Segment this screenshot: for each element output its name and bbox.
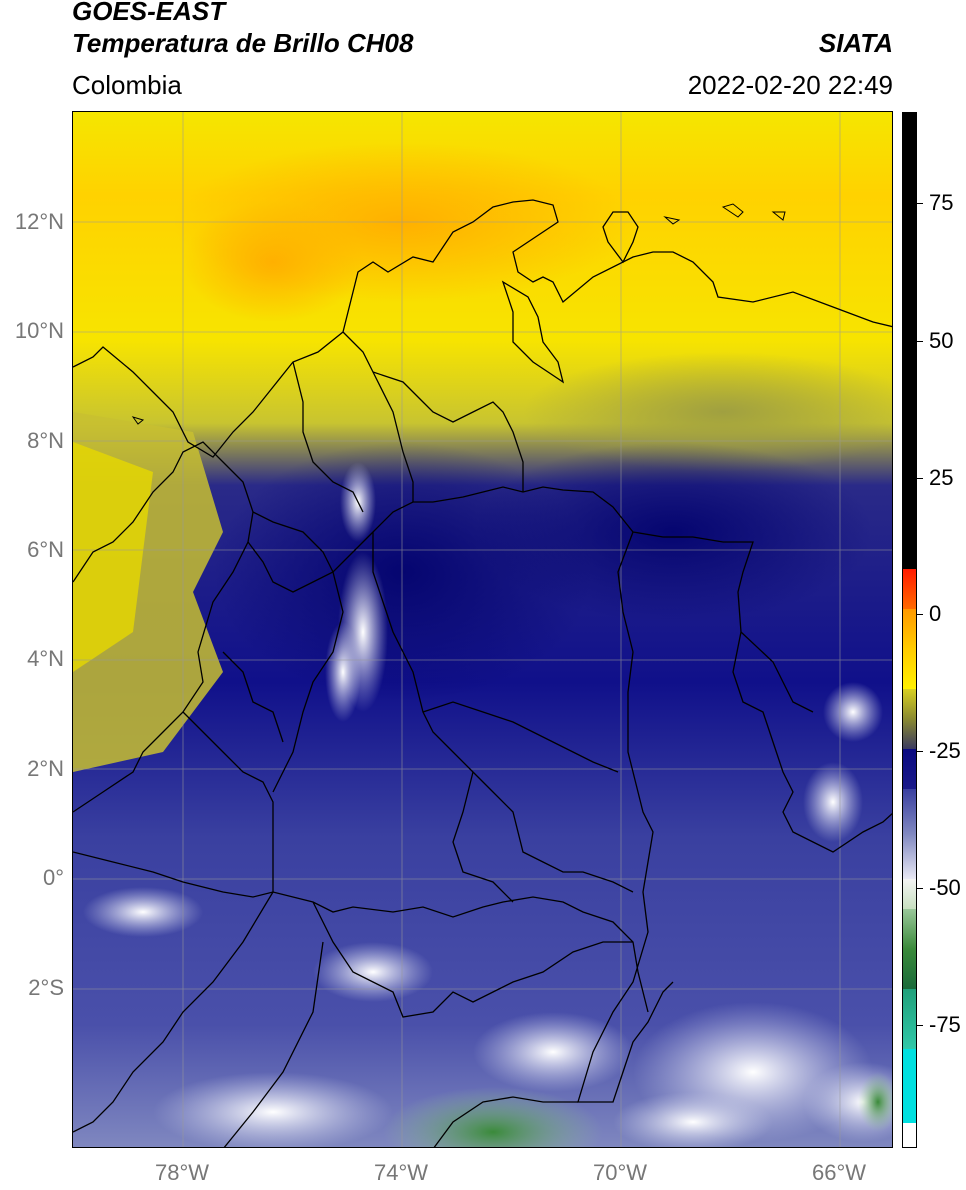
colorbar-segment-cyan xyxy=(903,1049,916,1123)
lat-label-10n: 10°N xyxy=(14,318,64,343)
colorbar-segment-olive xyxy=(903,689,916,749)
region-label: Colombia xyxy=(72,70,182,100)
colorbar-segment-teal xyxy=(903,989,916,1049)
colorbar-tick xyxy=(917,478,923,479)
colorbar-tick xyxy=(917,751,923,752)
lon-label-66w: 66°W xyxy=(811,1160,867,1185)
colorbar-label-75: 75 xyxy=(929,190,954,215)
colorbar-tick xyxy=(917,203,923,204)
lat-label-8n: 8°N xyxy=(27,428,64,453)
colorbar-label-neg50: -50 xyxy=(929,875,961,900)
lat-label-0: 0° xyxy=(42,865,64,890)
satellite-title: GOES-EAST xyxy=(72,0,226,26)
colorbar-segment-white xyxy=(903,879,916,909)
colorbar-segment-green xyxy=(903,909,916,989)
colorbar-label-0: 0 xyxy=(929,601,942,626)
colorbar-segment-blue xyxy=(903,789,916,879)
colorbar xyxy=(902,112,917,1148)
colorbar-segment-yellow xyxy=(903,609,916,689)
colorbar-tick xyxy=(917,341,923,342)
satellite-map[interactable] xyxy=(72,111,893,1148)
colorbar-label-neg25: -25 xyxy=(929,738,961,763)
product-title: Temperatura de Brillo CH08 xyxy=(72,28,414,58)
brand-label: SIATA xyxy=(818,28,893,58)
lat-label-6n: 6°N xyxy=(27,537,64,562)
lat-label-2s: 2°S xyxy=(28,975,64,1000)
datetime-label: 2022-02-20 22:49 xyxy=(687,70,893,100)
lat-label-4n: 4°N xyxy=(27,646,64,671)
lon-label-74w: 74°W xyxy=(373,1160,429,1185)
borders xyxy=(73,199,892,1147)
colorbar-label-neg75: -75 xyxy=(929,1012,961,1037)
colorbar-label-50: 50 xyxy=(929,328,954,353)
map-canvas xyxy=(73,112,892,1147)
lat-label-2n: 2°N xyxy=(27,756,64,781)
colorbar-segment-navy xyxy=(903,749,916,789)
colorbar-segment-hot xyxy=(903,113,916,569)
colorbar-tick xyxy=(917,888,923,889)
colorbar-tick xyxy=(917,1025,923,1026)
lat-label-12n: 12°N xyxy=(14,209,64,234)
colorbar-label-25: 25 xyxy=(929,465,954,490)
lon-label-78w: 78°W xyxy=(154,1160,210,1185)
colorbar-tick xyxy=(917,614,923,615)
lon-label-70w: 70°W xyxy=(592,1160,648,1185)
colorbar-segment-red xyxy=(903,569,916,609)
colorbar-segment-cold xyxy=(903,1123,916,1147)
